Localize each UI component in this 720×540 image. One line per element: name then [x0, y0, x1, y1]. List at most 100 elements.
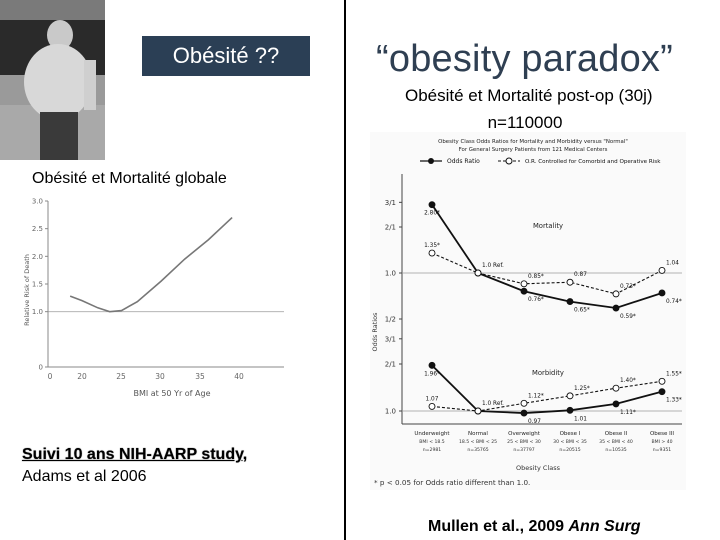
- right-chart-categories: Underweight BMI < 18.5 n=2981 Normal 18.5 < …: [414, 431, 674, 453]
- legend-controlled: O.R. Controlled for Comorbid and Operati…: [525, 159, 661, 165]
- left-ytick-label: 1.5: [32, 281, 43, 289]
- data-point: [566, 278, 574, 286]
- category-name: Normal: [468, 431, 488, 437]
- data-label: 1.07: [426, 396, 439, 402]
- left-chart-series-line: [69, 217, 233, 313]
- data-label: 1.0 Ref.: [482, 401, 504, 407]
- left-xtick-label: 30: [155, 372, 165, 381]
- left-chart-xlabel: BMI at 50 Yr of Age: [133, 389, 210, 398]
- left-xtick-label: 40: [234, 372, 244, 381]
- vertical-divider: [344, 0, 346, 540]
- data-point: [428, 201, 436, 209]
- data-label: 1.40*: [620, 378, 636, 384]
- data-point: [612, 290, 620, 298]
- data-label: 0.85*: [528, 274, 544, 280]
- data-point: [428, 361, 436, 369]
- data-label: 1.33*: [666, 398, 682, 404]
- obesity-title-box: Obésité ??: [142, 36, 310, 76]
- category-bmi: BMI > 40: [651, 439, 672, 445]
- data-label: 1.04: [666, 260, 679, 266]
- data-point: [520, 409, 528, 417]
- data-point: [428, 402, 436, 410]
- category-n: n=37797: [513, 447, 534, 453]
- data-label: 1.55*: [666, 371, 682, 377]
- study-authors: Adams et al 2006: [22, 468, 147, 485]
- left-xtick-label: 25: [116, 372, 126, 381]
- category-bmi: BMI < 18.5: [419, 439, 445, 445]
- left-chart: 0 1.0 1.5 2.0 2.5 3.0 0 20 25 30 35 40 BMI at 50 Yr…: [22, 195, 290, 400]
- morbidity-series-controlled: [431, 380, 663, 412]
- right-chart-ylabel: Odds Ratios: [371, 312, 379, 352]
- data-label: 1.25*: [574, 386, 590, 392]
- category-bmi: 35 < BMI < 40: [599, 439, 633, 445]
- data-point: [658, 388, 666, 396]
- left-ytick-label: 3.0: [32, 198, 43, 206]
- left-ytick-label: 1.0: [32, 308, 43, 316]
- right-chart-marks: 2.80* 0.76* 0.65* 0.59* 0.74* 1.35* 1.0 Ref. 0.…: [424, 201, 682, 425]
- category-n: n=35765: [467, 447, 488, 453]
- left-xtick-label: 35: [195, 372, 205, 381]
- mortality-series-odds: [431, 204, 663, 309]
- data-label: 0.76*: [528, 297, 544, 303]
- data-point: [612, 304, 620, 312]
- category-name: Overweight: [508, 431, 541, 437]
- morbidity-series-odds: [431, 364, 663, 414]
- citation-authors: Mullen et al., 2009: [428, 518, 569, 535]
- category-n: n=20515: [559, 447, 580, 453]
- global-mortality-title: Obésité et Mortalité globale: [32, 170, 227, 187]
- data-point: [658, 266, 666, 274]
- left-ytick-label: 0: [39, 364, 43, 372]
- data-label: 1.01: [574, 416, 587, 422]
- right-chart-footnote: * p < 0.05 for Odds ratio different than…: [374, 478, 530, 487]
- category-n: n=10535: [605, 447, 626, 453]
- right-chart-subtitle: For General Surgery Patients from 121 Me…: [459, 147, 608, 153]
- paradox-title: “obesity paradox”: [376, 38, 673, 80]
- data-label: 0.65*: [574, 308, 590, 314]
- data-label: 1.0 Ref.: [482, 263, 504, 269]
- data-point: [520, 287, 528, 295]
- data-label: 1.12*: [528, 393, 544, 399]
- data-point: [612, 400, 620, 408]
- right-ytick-label: 2/1: [385, 224, 396, 232]
- photo-illustration: [0, 0, 105, 160]
- category-bmi: 30 < BMI < 35: [553, 439, 587, 445]
- legend-marker-odds: [428, 158, 434, 164]
- category-name: Obese II: [605, 431, 628, 437]
- data-label: 0.74*: [666, 299, 682, 305]
- post-op-title: Obésité et Mortalité post-op (30j): [405, 86, 653, 105]
- legend-odds-ratio: Odds Ratio: [447, 158, 480, 165]
- data-point: [658, 289, 666, 297]
- data-label: 0.73*: [620, 284, 636, 290]
- data-label: 0.87: [574, 272, 587, 278]
- data-point: [612, 384, 620, 392]
- left-xtick-label: 0: [48, 372, 53, 381]
- right-ytick-label: 2/1: [385, 361, 396, 369]
- left-chart-ylabel: Relative Risk of Death: [23, 254, 31, 326]
- data-point: [428, 249, 436, 257]
- category-name: Obese I: [560, 431, 581, 437]
- data-point: [520, 399, 528, 407]
- data-point: [474, 269, 482, 277]
- category-bmi: 18.5 < BMI < 25: [459, 439, 497, 445]
- legend: Odds Ratio O.R. Controlled for Comorbid …: [420, 157, 661, 165]
- right-chart-title: Obesity Class Odds Ratios for Mortality …: [438, 139, 628, 145]
- data-label: 1.96*: [424, 371, 440, 377]
- right-ytick-label: 1.0: [385, 408, 396, 416]
- left-xtick-label: 20: [77, 372, 87, 381]
- mortality-series-controlled: [431, 252, 663, 295]
- category-bmi: 25 < BMI < 30: [507, 439, 541, 445]
- panel-label-morbidity: Morbidity: [532, 369, 564, 377]
- right-ytick-label: 1/2: [385, 316, 396, 324]
- category-name: Underweight: [414, 431, 450, 437]
- right-ytick-label: 3/1: [385, 335, 396, 343]
- data-label: 0.97: [528, 419, 541, 425]
- category-name: Obese III: [650, 431, 674, 437]
- left-chart-ticks: 0 1.0 1.5 2.0 2.5 3.0 0 20 25 30 35 40: [32, 198, 244, 382]
- data-label: 1.11*: [620, 410, 636, 416]
- right-chart-axes: 3/1 2/1 1.0 1/2 Mortality 3/1 2/1 1.0 Morbidity: [385, 174, 682, 425]
- citation-journal: Ann Surg: [568, 518, 641, 535]
- data-label: 1.35*: [424, 243, 440, 249]
- right-ytick-label: 1.0: [385, 270, 396, 278]
- right-chart-xlabel: Obesity Class: [516, 464, 561, 472]
- citation: Mullen et al., 2009 Ann Surg: [428, 518, 718, 536]
